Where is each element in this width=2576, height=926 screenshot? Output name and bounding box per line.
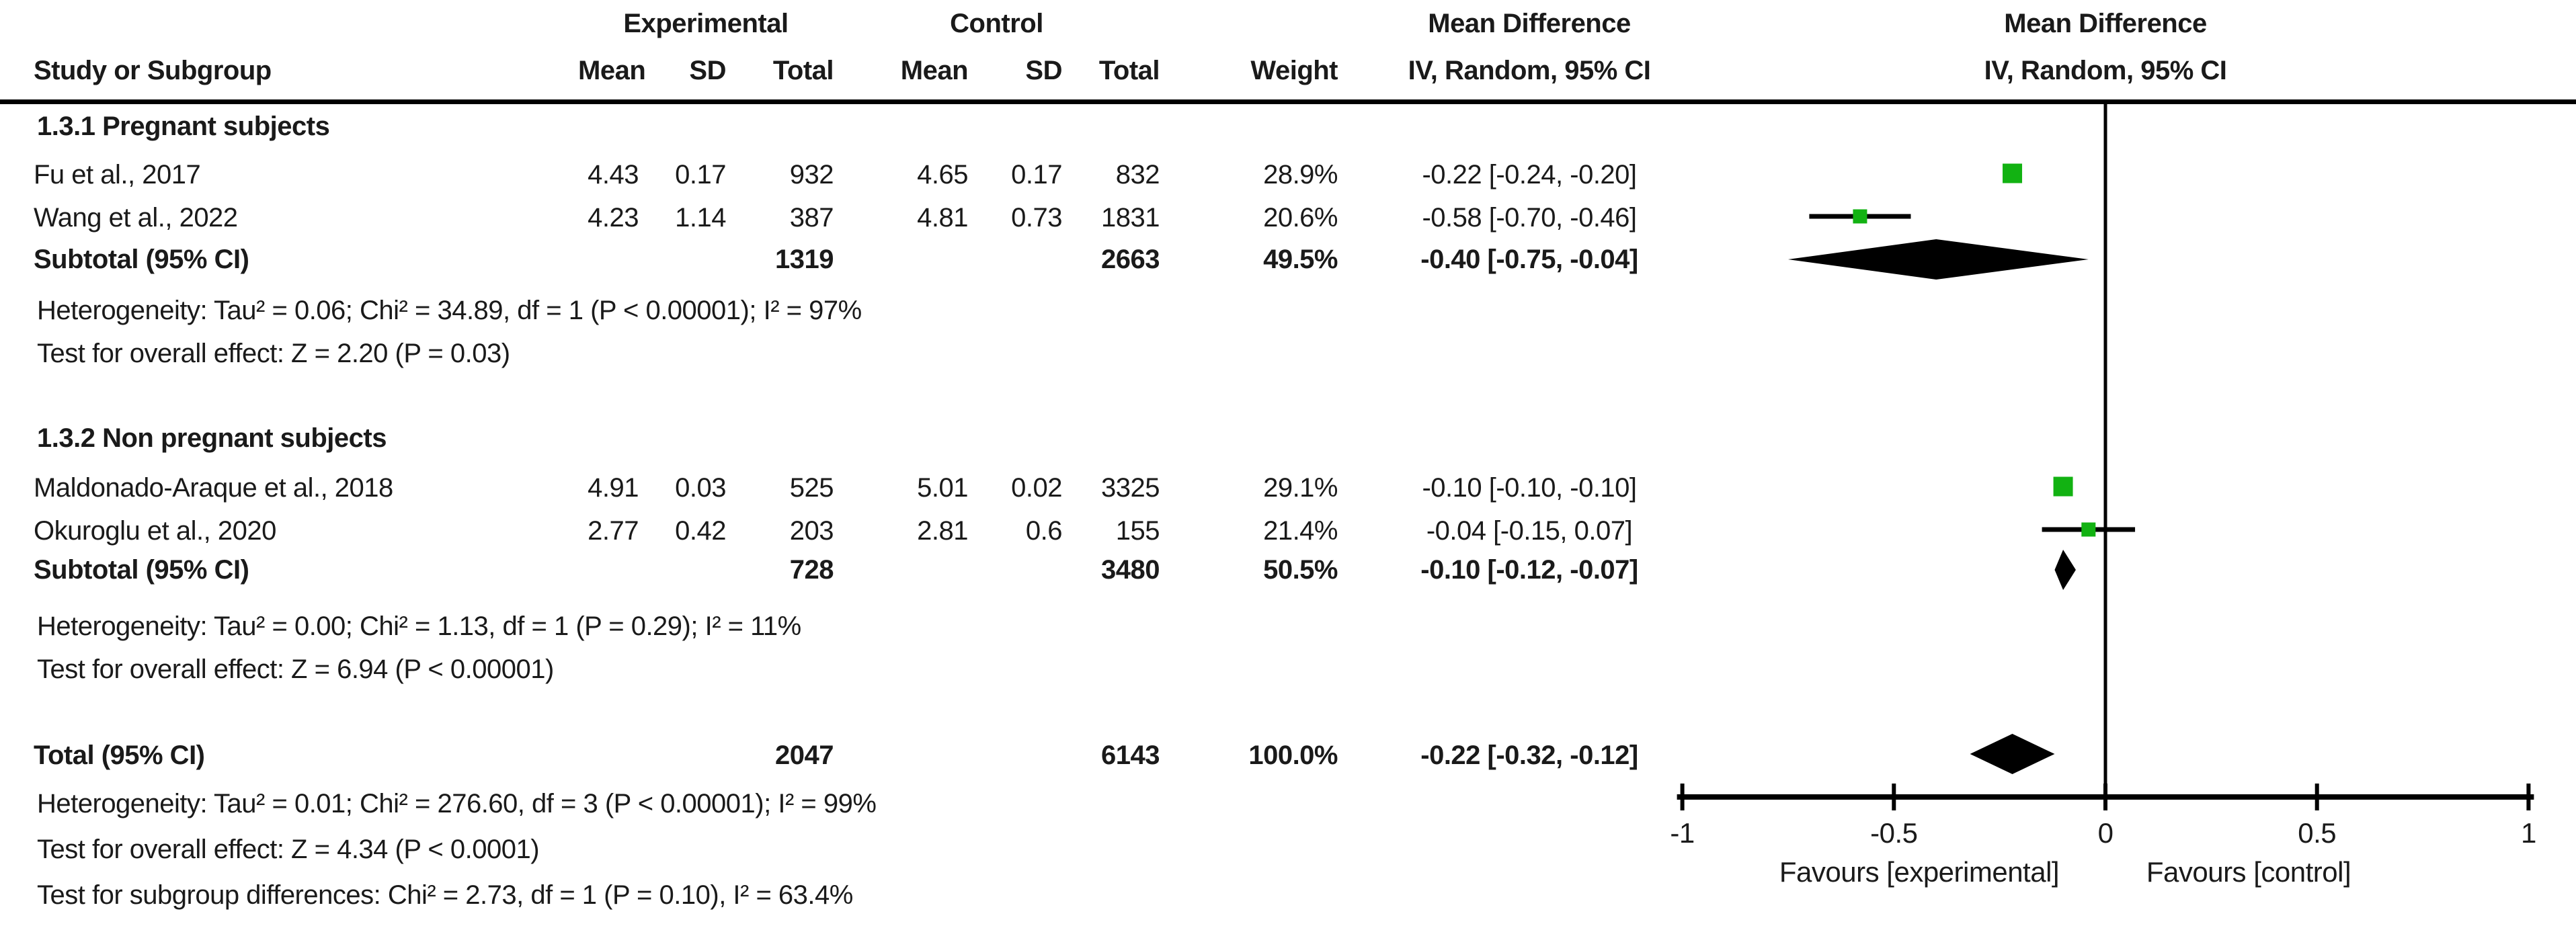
heterogeneity-group-1: Heterogeneity: Tau² = 0.06; Chi² = 34.89… (37, 296, 862, 325)
study-row-wang-2022: Wang et al., 2022 4.23 1.14 387 4.81 0.7… (0, 199, 1721, 237)
ctrl-total: 3325 (1101, 473, 1160, 503)
pooled-effect-diamond (1970, 734, 2055, 774)
favours-left-label: Favours [experimental] (1779, 856, 2059, 888)
subgroup-title-2: 1.3.2 Non pregnant subjects (37, 423, 387, 453)
heterogeneity-total: Heterogeneity: Tau² = 0.01; Chi² = 276.6… (37, 789, 877, 818)
axis-tick-label: -0.5 (1870, 817, 1917, 849)
study-row-maldonado-2018: Maldonado-Araque et al., 2018 4.91 0.03 … (0, 469, 1721, 507)
subgroup-differences: Test for subgroup differences: Chi² = 2.… (37, 880, 853, 910)
exp-total: 1319 (775, 245, 834, 274)
study-name: Fu et al., 2017 (34, 160, 201, 190)
study-weight-square (2003, 163, 2023, 183)
ctrl-sd: 0.02 (1011, 473, 1062, 503)
exp-mean: 4.43 (588, 160, 639, 190)
ctrl-total: 6143 (1101, 741, 1160, 770)
overall-effect-group-2: Test for overall effect: Z = 6.94 (P < 0… (37, 655, 554, 684)
exp-sd: 1.14 (675, 203, 726, 233)
ctrl-mean: 2.81 (917, 516, 968, 546)
weight: 20.6% (1263, 203, 1338, 233)
exp-total: 387 (789, 203, 834, 233)
ctrl-total: 832 (1115, 160, 1160, 190)
study-name: Maldonado-Araque et al., 2018 (34, 473, 393, 503)
total-row: Total (95% CI) 2047 6143 100.0% -0.22 [-… (0, 736, 1721, 774)
ctrl-total: 2663 (1101, 245, 1160, 274)
heterogeneity-group-2: Heterogeneity: Tau² = 0.00; Chi² = 1.13,… (37, 612, 801, 641)
header-control: Control (950, 9, 1043, 38)
ctrl-sd: 0.17 (1011, 160, 1062, 190)
ctrl-mean: 4.81 (917, 203, 968, 233)
plot-header-line2: IV, Random, 95% CI (1984, 56, 2227, 85)
axis-tick-label: 0.5 (2298, 817, 2336, 849)
header-exp-sd: SD (689, 56, 726, 85)
exp-sd: 0.42 (675, 516, 726, 546)
header-divider-rule (0, 99, 2576, 104)
header-mean-difference-text: Mean Difference (1428, 9, 1631, 38)
pooled-effect-diamond (2054, 550, 2076, 590)
ctrl-total: 155 (1115, 516, 1160, 546)
axis-tick-label: 1 (2521, 817, 2536, 849)
header-exp-total: Total (772, 56, 834, 85)
subtotal-label: Subtotal (95% CI) (34, 555, 249, 585)
exp-total: 932 (789, 160, 834, 190)
weight: 21.4% (1263, 516, 1338, 546)
study-weight-square (1853, 209, 1867, 224)
exp-mean: 4.91 (588, 473, 639, 503)
md-ci: -0.40 [-0.75, -0.04] (1420, 245, 1638, 274)
header-ctrl-mean: Mean (900, 56, 969, 85)
md-ci: -0.04 [-0.15, 0.07] (1426, 516, 1633, 546)
weight: 29.1% (1263, 473, 1338, 503)
weight: 50.5% (1263, 555, 1338, 585)
study-weight-square (2081, 522, 2096, 537)
md-ci: -0.58 [-0.70, -0.46] (1422, 203, 1637, 233)
subtotal-row-1: Subtotal (95% CI) 1319 2663 49.5% -0.40 … (0, 241, 1721, 278)
axis-tick-label: 0 (2098, 817, 2114, 849)
exp-sd: 0.03 (675, 473, 726, 503)
header-effect-ci: IV, Random, 95% CI (1408, 56, 1651, 85)
study-name: Wang et al., 2022 (34, 203, 238, 233)
axis-tick-label: -1 (1670, 817, 1694, 849)
ctrl-total: 1831 (1101, 203, 1160, 233)
total-label: Total (95% CI) (34, 741, 205, 770)
header-ctrl-total: Total (1098, 56, 1160, 85)
ctrl-sd: 0.73 (1011, 203, 1062, 233)
weight: 49.5% (1263, 245, 1338, 274)
study-weight-square (2053, 476, 2073, 497)
overall-effect-group-1: Test for overall effect: Z = 2.20 (P = 0… (37, 339, 510, 368)
header-weight: Weight (1250, 56, 1338, 85)
exp-mean: 2.77 (588, 516, 639, 546)
pooled-effect-diamond (1787, 239, 2089, 280)
header-study: Study or Subgroup (34, 56, 272, 85)
column-header-row: Study or Subgroup Mean SD Total Mean SD … (0, 52, 1721, 89)
exp-total: 525 (789, 473, 834, 503)
ctrl-sd: 0.6 (1025, 516, 1063, 546)
md-ci: -0.22 [-0.24, -0.20] (1422, 160, 1637, 190)
md-ci: -0.22 [-0.32, -0.12] (1420, 741, 1638, 770)
study-row-okuroglu-2020: Okuroglu et al., 2020 2.77 0.42 203 2.81… (0, 512, 1721, 550)
exp-mean: 4.23 (588, 203, 639, 233)
md-ci: -0.10 [-0.10, -0.10] (1422, 473, 1637, 503)
exp-total: 728 (789, 555, 834, 585)
exp-total: 2047 (775, 741, 834, 770)
subtotal-label: Subtotal (95% CI) (34, 245, 249, 274)
weight: 100.0% (1248, 741, 1338, 770)
exp-sd: 0.17 (675, 160, 726, 190)
header-exp-mean: Mean (578, 56, 646, 85)
plot-header-line1: Mean Difference (2004, 9, 2207, 38)
weight: 28.9% (1263, 160, 1338, 190)
ctrl-total: 3480 (1101, 555, 1160, 585)
md-ci: -0.10 [-0.12, -0.07] (1420, 555, 1638, 585)
header-ctrl-sd: SD (1025, 56, 1062, 85)
exp-total: 203 (789, 516, 834, 546)
subgroup-title-1: 1.3.1 Pregnant subjects (37, 112, 330, 141)
header-experimental: Experimental (623, 9, 789, 38)
ctrl-mean: 5.01 (917, 473, 968, 503)
favours-right-label: Favours [control] (2146, 856, 2351, 888)
study-row-fu-2017: Fu et al., 2017 4.43 0.17 932 4.65 0.17 … (0, 156, 1721, 194)
overall-effect-total: Test for overall effect: Z = 4.34 (P < 0… (37, 835, 540, 864)
study-name: Okuroglu et al., 2020 (34, 516, 276, 546)
ctrl-mean: 4.65 (917, 160, 968, 190)
subtotal-row-2: Subtotal (95% CI) 728 3480 50.5% -0.10 [… (0, 551, 1721, 589)
